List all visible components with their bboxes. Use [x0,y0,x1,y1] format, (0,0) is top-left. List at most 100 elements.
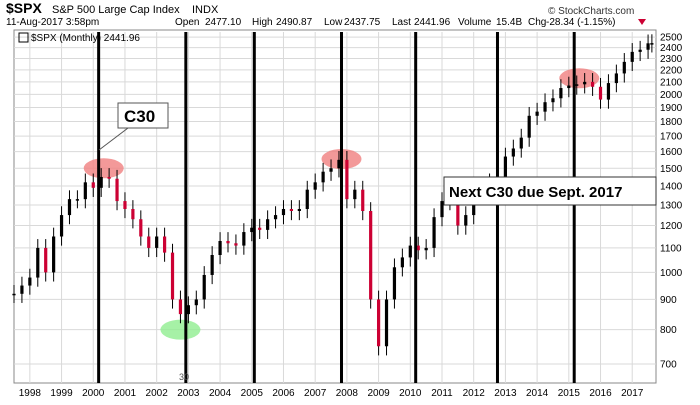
candle-body [20,285,24,294]
candle-body [567,85,571,89]
candle-body [551,98,555,103]
y-tick-label: 2100 [660,77,683,88]
candle-body [535,111,539,116]
candle-body [36,247,40,278]
cycle-lines [97,32,576,383]
candle-body [115,178,119,202]
high-value: 2490.87 [276,17,313,28]
candle-body [583,81,587,85]
candle-body [218,240,222,256]
volume-value: 15.4B [496,17,522,28]
candle-body [67,199,72,216]
candle-body [289,208,294,212]
candle-body [234,243,238,246]
candle-body [313,182,317,190]
candle-body [598,86,603,100]
candle-body [503,156,508,181]
x-tick-label: 2009 [367,388,390,399]
candle-body [59,215,64,237]
open-label: Open [175,17,199,28]
y-tick-label: 1900 [660,103,683,114]
y-tick-label: 1000 [660,268,683,279]
candle-body [432,217,436,248]
x-tick-label: 2002 [146,388,169,399]
candle-body [384,299,389,347]
x-tick-label: 2012 [463,388,486,399]
y-tick-label: 1500 [660,164,683,175]
index-name: S&P 500 Large Cap Index [52,4,180,16]
cycle-low-highlight [160,319,201,340]
y-tick-label: 2200 [660,65,683,76]
last-value: 2441.96 [414,17,451,28]
x-tick-label: 2007 [304,388,327,399]
y-tick-label: 2300 [660,54,683,65]
candle-body [440,201,444,218]
candle-body [337,159,341,169]
x-tick-label: 2005 [241,388,264,399]
x-tick-label: 2011 [431,388,453,399]
candle-body [650,43,654,45]
candle-body [162,236,167,253]
candle-body [266,219,270,230]
candle-body [559,88,563,99]
callout-text: C30 [124,107,155,126]
x-tick-label: 2013 [494,388,517,399]
candle-body [28,277,32,286]
legend-text: $SPX (Monthly) 2441.96 [31,33,140,44]
x-tick-label: 2015 [558,388,581,399]
high-label: High [252,17,273,28]
candle-body [353,189,357,200]
candle-body [44,247,48,273]
candle-body [273,215,278,220]
candle-layer [12,34,654,356]
x-tick-label: 2016 [589,388,612,399]
chg-value: -28.34 (-1.15%) [546,17,615,28]
x-tick-label: 1999 [50,388,73,399]
candle-body [416,245,420,251]
candle-body [392,267,397,300]
y-tick-label: 700 [660,359,677,370]
candle-body [511,148,515,157]
candle-body [12,293,16,296]
candle-body [408,245,412,258]
candle-body [91,182,95,188]
y-tick-label: 1100 [660,243,682,254]
legend-checkbox-icon [18,32,29,43]
candle-body [464,215,468,226]
candle-body [590,81,595,87]
candle-body [123,201,127,209]
candle-body [305,189,309,209]
candle-body [131,208,135,220]
x-tick-label: 2004 [209,388,232,399]
candle-body [376,299,381,347]
y-tick-label: 900 [660,295,677,306]
candle-body [606,83,611,100]
candle-body [139,219,143,237]
x-tick-label: 1998 [19,388,42,399]
candle-body [178,299,183,315]
x-axis-ticks: 1998 1999 2000 2001 2002 2003 2004 2005 2006 2007… [19,388,644,399]
candle-body [242,232,246,246]
candle-body [345,159,349,200]
y-axis-ticks: 700 800 900 1000 1100 1200 1300 1400 1500 1600 170… [660,33,683,371]
y-tick-label: 2000 [660,90,683,101]
c30-callout: C30 [98,102,169,151]
note-box [443,176,657,206]
y-tick-label: 1400 [660,181,683,192]
low-cycle-label: 30 [179,372,189,382]
y-tick-label: 2500 [660,33,683,44]
x-tick-label: 2014 [526,388,549,399]
candle-body [638,49,642,52]
candle-body [575,84,579,86]
candle-body [83,182,87,200]
candle-body [361,189,365,212]
y-tick-label: 1800 [660,117,683,128]
y-tick-label: 1200 [660,221,683,232]
candle-body [622,61,626,74]
plot-area [13,29,657,384]
cycle-top-highlight [83,158,124,179]
volume-label: Volume [458,17,492,28]
candle-body [424,247,428,251]
